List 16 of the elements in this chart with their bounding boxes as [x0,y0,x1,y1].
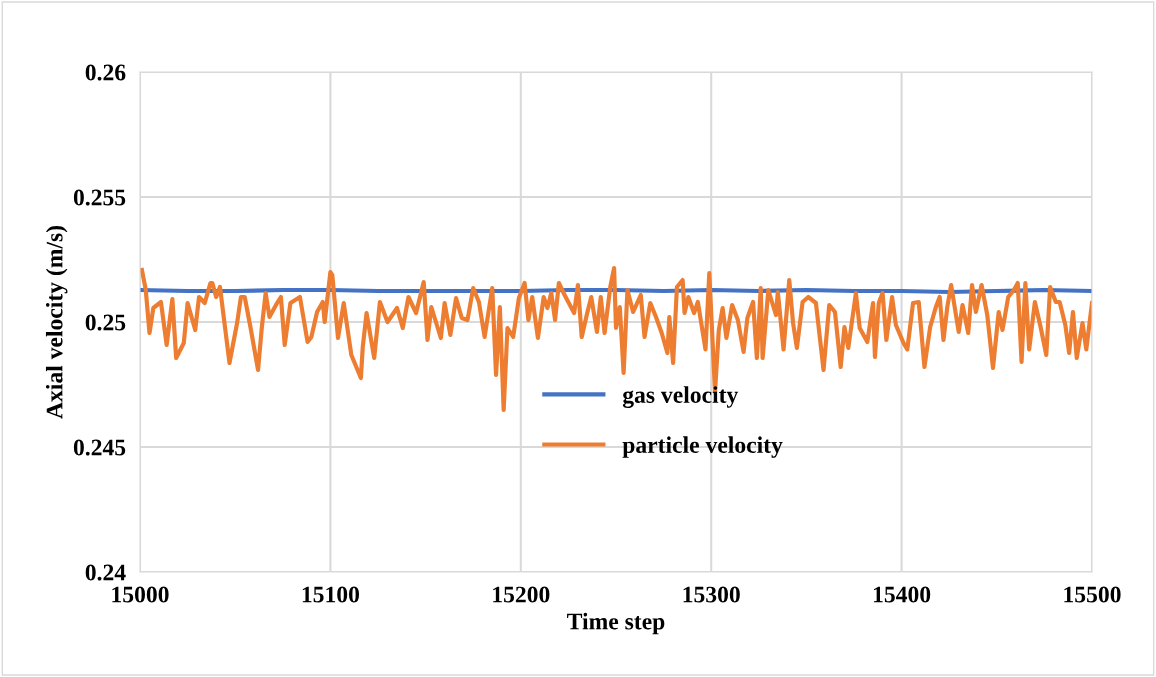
x-tick-label: 15300 [683,586,740,603]
y-tick-label: 0.24 [85,564,126,581]
x-tick-label: 15100 [302,586,360,603]
x-tick-label: 15500 [1064,586,1121,603]
x-tick-label: 15400 [873,586,931,603]
y-tick-label: 0.25 [85,314,126,331]
legend-label: gas velocity [622,386,739,408]
y-tick-label: 0.245 [73,439,126,456]
y-tick-label: 0.255 [73,189,126,206]
x-axis-title: Time step [567,612,665,635]
line-series [140,265,1092,413]
y-axis-title: Axial velocity (m/s) [45,225,68,419]
x-tick-label: 15200 [493,586,550,603]
y-tick-label: 0.26 [85,64,126,81]
x-tick-label: 15000 [112,586,169,603]
legend-label: particle velocity [622,436,783,458]
